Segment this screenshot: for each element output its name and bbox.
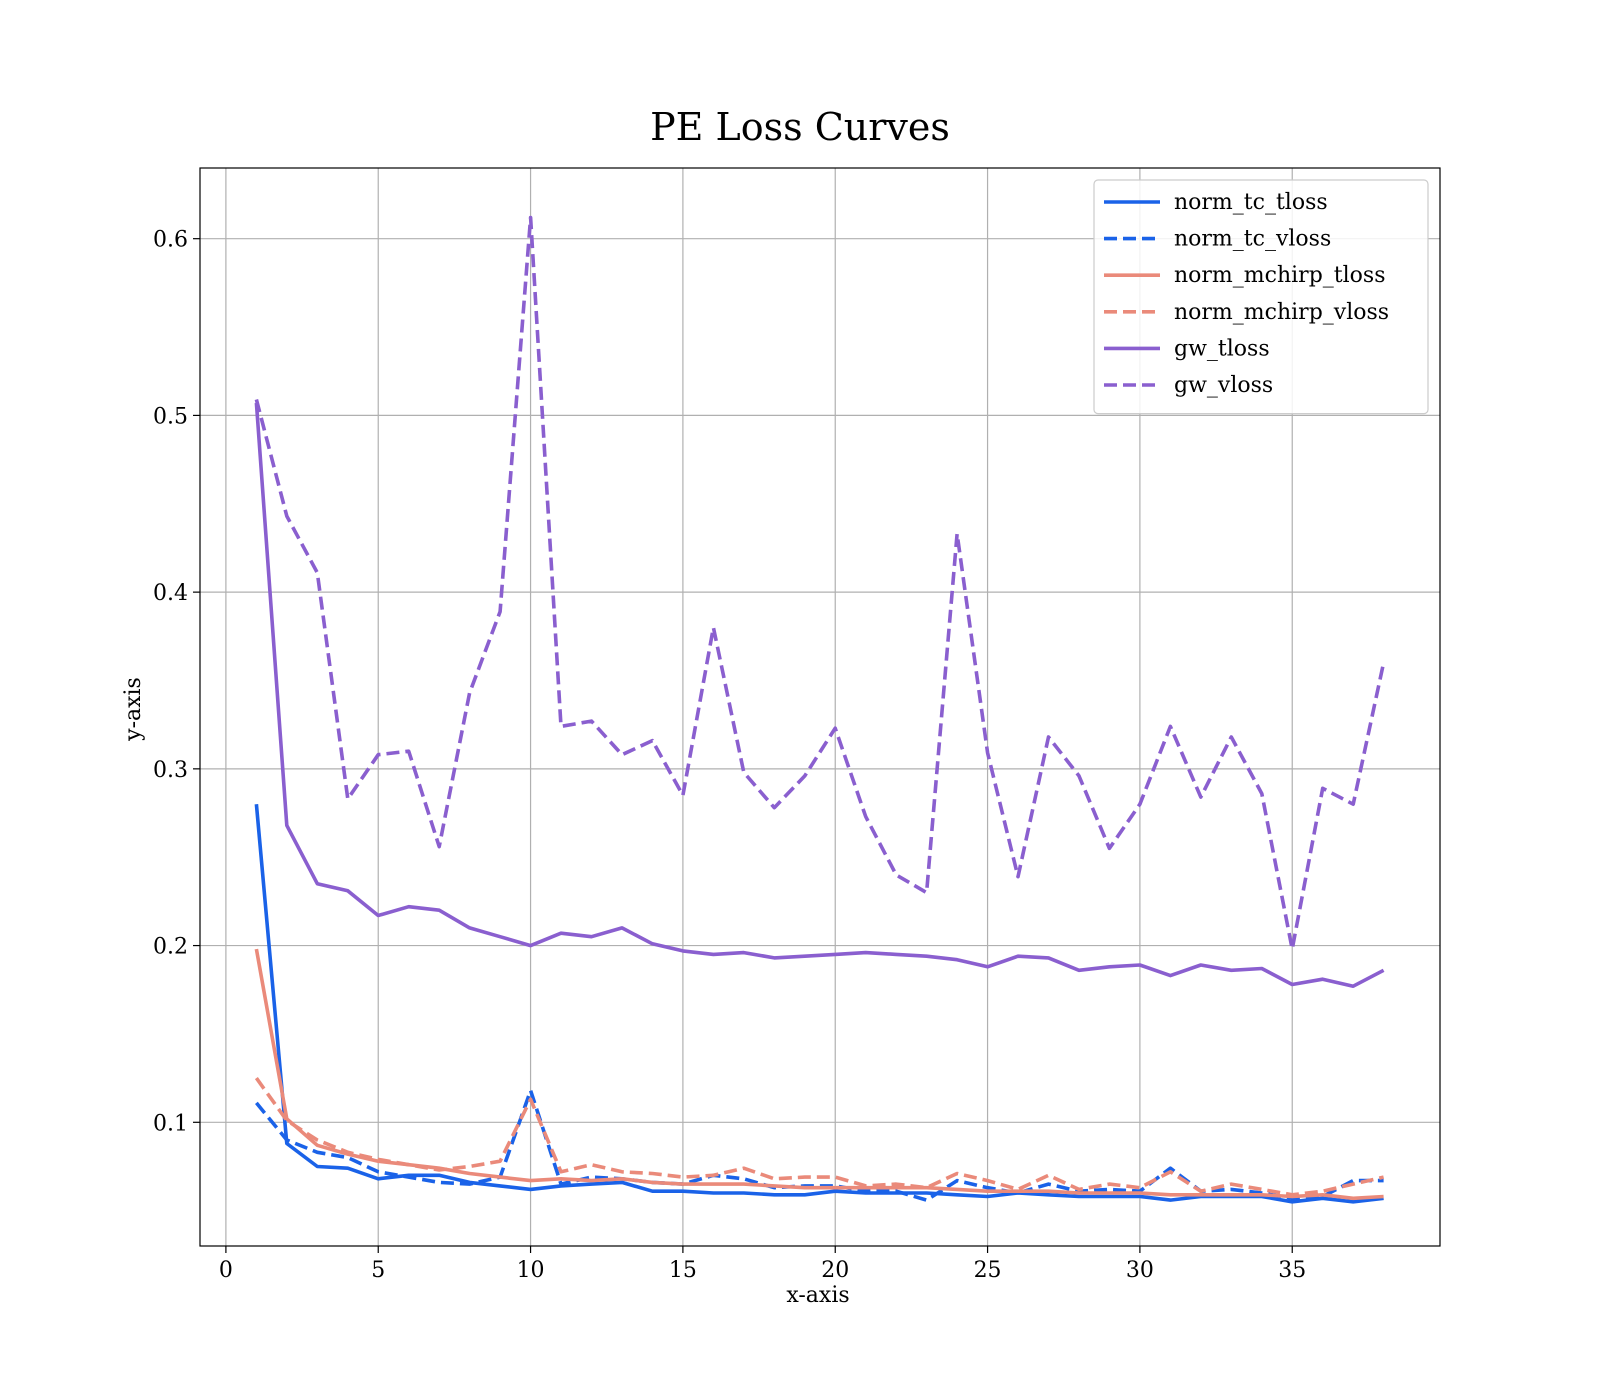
y-tick-label: 0.5 bbox=[153, 404, 188, 429]
series-line-norm-tc-vloss bbox=[255, 1088, 1384, 1202]
x-tick-label: 5 bbox=[371, 1258, 385, 1283]
x-tick-label: 10 bbox=[517, 1258, 545, 1283]
legend-label: gw_tloss bbox=[1174, 336, 1270, 361]
series-line-norm-mchirp-vloss bbox=[254, 1077, 1385, 1197]
legend-box bbox=[1093, 179, 1429, 415]
legend-label: gw_vloss bbox=[1174, 373, 1273, 398]
legend: norm_tc_tloss norm_tc_vloss norm_mchirp_tl… bbox=[1093, 179, 1429, 415]
y-tick-label: 0.6 bbox=[153, 228, 188, 253]
x-axis-label: x-axis bbox=[786, 1283, 849, 1308]
x-tick-label: 25 bbox=[974, 1258, 1002, 1283]
y-tick-label: 0.4 bbox=[153, 581, 188, 606]
series-lines bbox=[254, 215, 1386, 1204]
legend-label: norm_mchirp_tloss bbox=[1174, 263, 1385, 288]
series-line-norm-mchirp-tloss bbox=[254, 948, 1384, 1201]
y-tick-label: 0.2 bbox=[153, 935, 188, 960]
chart-title: PE Loss Curves bbox=[650, 105, 950, 149]
x-tick-label: 35 bbox=[1278, 1258, 1306, 1283]
series-line-gw-tloss bbox=[254, 402, 1385, 989]
legend-label: norm_mchirp_vloss bbox=[1174, 300, 1389, 325]
x-tick-label: 15 bbox=[669, 1258, 697, 1283]
y-tick-label: 0.3 bbox=[153, 758, 188, 783]
y-tick-label: 0.1 bbox=[153, 1111, 188, 1136]
series-line-gw-vloss bbox=[254, 215, 1386, 951]
series-line-norm-tc-tloss bbox=[254, 804, 1384, 1204]
axis-ticks: 0 5 10 15 20 25 30 35 0.1 0.2 0.3 0.4 0.5 0.6 bbox=[153, 228, 1306, 1283]
y-axis-label: y-axis bbox=[121, 677, 146, 742]
x-tick-label: 0 bbox=[219, 1258, 233, 1283]
plot-frame bbox=[199, 167, 1441, 1247]
legend-label: norm_tc_vloss bbox=[1174, 227, 1331, 252]
x-tick-label: 30 bbox=[1126, 1258, 1154, 1283]
legend-label: norm_tc_tloss bbox=[1174, 190, 1328, 215]
x-tick-label: 20 bbox=[821, 1258, 849, 1283]
